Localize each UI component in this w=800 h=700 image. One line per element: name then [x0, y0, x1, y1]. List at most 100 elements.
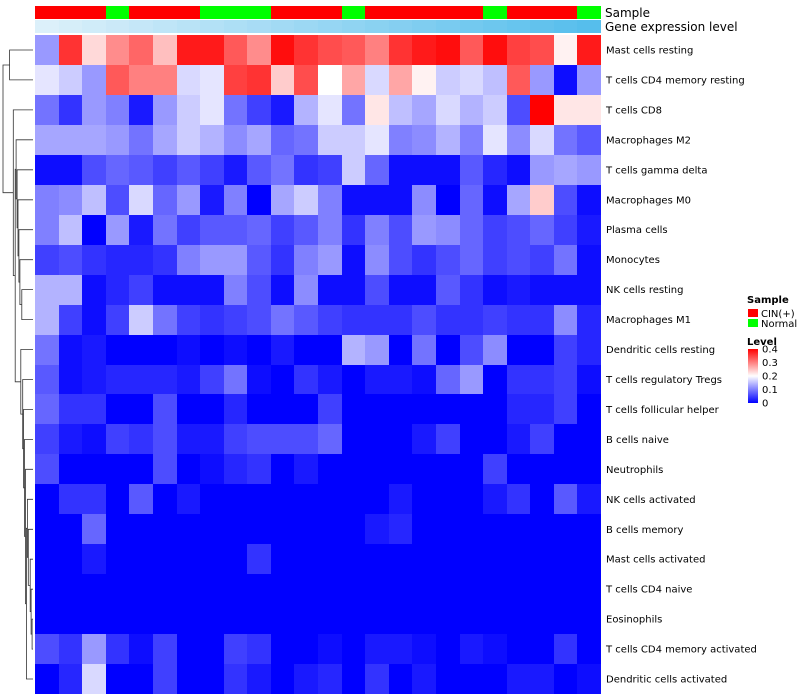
heatmap-cell — [106, 574, 129, 604]
heatmap-cell — [412, 514, 436, 544]
heatmap-cell — [82, 484, 106, 514]
heatmap-cell — [59, 604, 82, 634]
heatmap-cell — [153, 35, 177, 65]
heatmap-cell — [365, 35, 389, 65]
heatmap-cell — [129, 95, 153, 125]
heatmap-cell — [554, 574, 577, 604]
legend-colorbar — [748, 349, 758, 403]
heatmap-cell — [247, 574, 271, 604]
row-label: Macrophages M1 — [606, 315, 691, 326]
heatmap-cell — [224, 305, 247, 335]
heatmap-cell — [342, 35, 365, 65]
heatmap-cell — [247, 35, 271, 65]
heatmap-cell — [342, 574, 365, 604]
heatmap-cell — [530, 514, 554, 544]
heatmap-cell — [460, 275, 483, 305]
heatmap-cell — [177, 484, 200, 514]
row-label: T cells gamma delta — [605, 165, 707, 176]
heatmap-cell — [554, 185, 577, 215]
heatmap-cell — [106, 664, 129, 694]
heatmap-cell — [365, 664, 389, 694]
heatmap-cell — [224, 35, 247, 65]
heatmap-cell — [483, 185, 507, 215]
heatmap-cell — [483, 544, 507, 574]
dendrogram-branch — [18, 229, 33, 283]
heatmap-cell — [35, 95, 59, 125]
heatmap-cell — [365, 335, 389, 365]
expression-annotation-cell — [389, 20, 412, 33]
heatmap-cell — [35, 245, 59, 275]
heatmap-cell — [177, 65, 200, 95]
heatmap-cell — [436, 245, 460, 275]
heatmap-cell — [389, 335, 412, 365]
expression-annotation-cell — [342, 20, 365, 33]
heatmap-cell — [106, 215, 129, 245]
heatmap-cell — [247, 454, 271, 484]
heatmap-cell — [177, 305, 200, 335]
heatmap-cell — [224, 365, 247, 394]
heatmap-cell — [318, 335, 342, 365]
sample-annotation-cell — [177, 6, 200, 19]
heatmap-cell — [271, 394, 294, 424]
heatmap-cell — [554, 245, 577, 275]
heatmap-cell — [224, 634, 247, 664]
heatmap-cell — [129, 544, 153, 574]
heatmap-cell — [342, 185, 365, 215]
heatmap-cell — [200, 35, 224, 65]
heatmap-cell — [412, 305, 436, 335]
heatmap-cell — [200, 664, 224, 694]
heatmap-cell — [82, 335, 106, 365]
heatmap-cell — [554, 155, 577, 185]
heatmap-cell — [106, 275, 129, 305]
sample-annotation-cell — [507, 6, 530, 19]
heatmap-cell — [577, 394, 601, 424]
heatmap-cell — [106, 424, 129, 454]
sample-annotation-cell — [247, 6, 271, 19]
heatmap-cell — [294, 95, 318, 125]
heatmap-cell — [177, 365, 200, 394]
sample-annotation-track — [35, 6, 601, 19]
expression-annotation-cell — [577, 20, 601, 33]
heatmap-cell — [507, 155, 530, 185]
legend-tick-label: 0.3 — [762, 358, 778, 369]
heatmap-cell — [460, 125, 483, 155]
heatmap-cell — [82, 604, 106, 634]
heatmap-cell — [412, 664, 436, 694]
heatmap-cell — [106, 514, 129, 544]
expression-annotation-cell — [59, 20, 82, 33]
heatmap-cell — [342, 365, 365, 394]
heatmap-cell — [412, 245, 436, 275]
dendrogram-branch — [29, 558, 33, 612]
heatmap-cell — [177, 514, 200, 544]
heatmap-cell — [200, 125, 224, 155]
heatmap-cell — [342, 424, 365, 454]
row-label: T cells regulatory Tregs — [605, 375, 722, 386]
heatmap-cell — [35, 125, 59, 155]
heatmap-cell — [460, 215, 483, 245]
heatmap-cell — [530, 35, 554, 65]
heatmap-cell — [412, 544, 436, 574]
sample-annotation-cell — [35, 6, 59, 19]
heatmap-cell — [271, 574, 294, 604]
heatmap-cell — [436, 155, 460, 185]
heatmap-cell — [460, 155, 483, 185]
heatmap-cell — [342, 514, 365, 544]
heatmap-cell — [577, 634, 601, 664]
heatmap-cell — [153, 454, 177, 484]
heatmap-cell — [365, 394, 389, 424]
heatmap-cell — [365, 245, 389, 275]
heatmap-cell — [224, 95, 247, 125]
row-label: T cells CD4 naive — [605, 585, 692, 596]
heatmap-cell — [318, 604, 342, 634]
heatmap-cell — [35, 574, 59, 604]
heatmap-cell — [59, 335, 82, 365]
sample-annotation-cell — [224, 6, 247, 19]
heatmap-cell — [554, 484, 577, 514]
heatmap-cell — [365, 185, 389, 215]
heatmap-cell — [389, 155, 412, 185]
legend-label-cin: CIN(+) — [761, 309, 795, 320]
heatmap-cell — [271, 664, 294, 694]
heatmap-cell — [106, 185, 129, 215]
heatmap-cell — [483, 574, 507, 604]
